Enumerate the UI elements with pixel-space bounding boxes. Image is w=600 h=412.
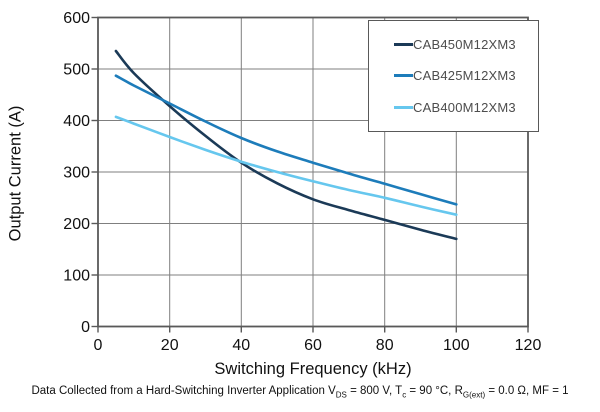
y-tick-label: 500 <box>63 62 90 79</box>
x-axis-title: Switching Frequency (kHz) <box>214 360 411 378</box>
legend-entry-cab400m12xm3: CAB400M12XM3 <box>394 100 532 115</box>
y-tick-label: 300 <box>63 165 90 182</box>
x-tick-label: 20 <box>161 337 179 354</box>
legend-entry-cab425m12xm3: CAB425M12XM3 <box>394 68 532 83</box>
y-tick-label: 600 <box>63 10 90 27</box>
y-tick-label: 0 <box>81 319 90 336</box>
legend-label: CAB400M12XM3 <box>413 99 516 115</box>
y-axis-title: Output Current (A) <box>6 105 25 242</box>
y-tick-label: 100 <box>63 268 90 285</box>
legend-line-swatch-icon <box>394 43 413 47</box>
caption: Data Collected from a Hard-Switching Inv… <box>31 385 569 400</box>
series-line-cab425m12xm3 <box>114 74 458 206</box>
x-tick-label: 120 <box>515 337 542 354</box>
legend-label: CAB425M12XM3 <box>413 68 516 84</box>
y-tick-label: 400 <box>63 113 90 130</box>
gridlines <box>98 17 528 327</box>
y-tick-label: 200 <box>63 216 90 233</box>
series-lines <box>114 49 458 241</box>
legend-label: CAB450M12XM3 <box>413 37 516 53</box>
legend-line-swatch-icon <box>394 74 413 78</box>
series-line-cab400m12xm3 <box>114 115 458 216</box>
x-tick-label: 0 <box>94 337 103 354</box>
plot-area-border <box>97 16 529 328</box>
x-tick-label: 40 <box>232 337 250 354</box>
y-tick-labels: 0 100 200 300 400 500 600 <box>63 10 90 336</box>
x-tick-label: 100 <box>443 337 470 354</box>
x-tick-label: 60 <box>304 337 322 354</box>
legend-line-swatch-icon <box>394 105 413 109</box>
axis-ticks <box>91 16 529 333</box>
x-tick-labels: 0 20 40 60 80 100 120 <box>94 337 542 354</box>
x-tick-label: 80 <box>376 337 394 354</box>
legend-entry-cab450m12xm3: CAB450M12XM3 <box>394 37 532 52</box>
legend: CAB450M12XM3 CAB425M12XM3 CAB400M12XM3 <box>368 20 539 132</box>
series-line-cab450m12xm3 <box>114 49 458 241</box>
